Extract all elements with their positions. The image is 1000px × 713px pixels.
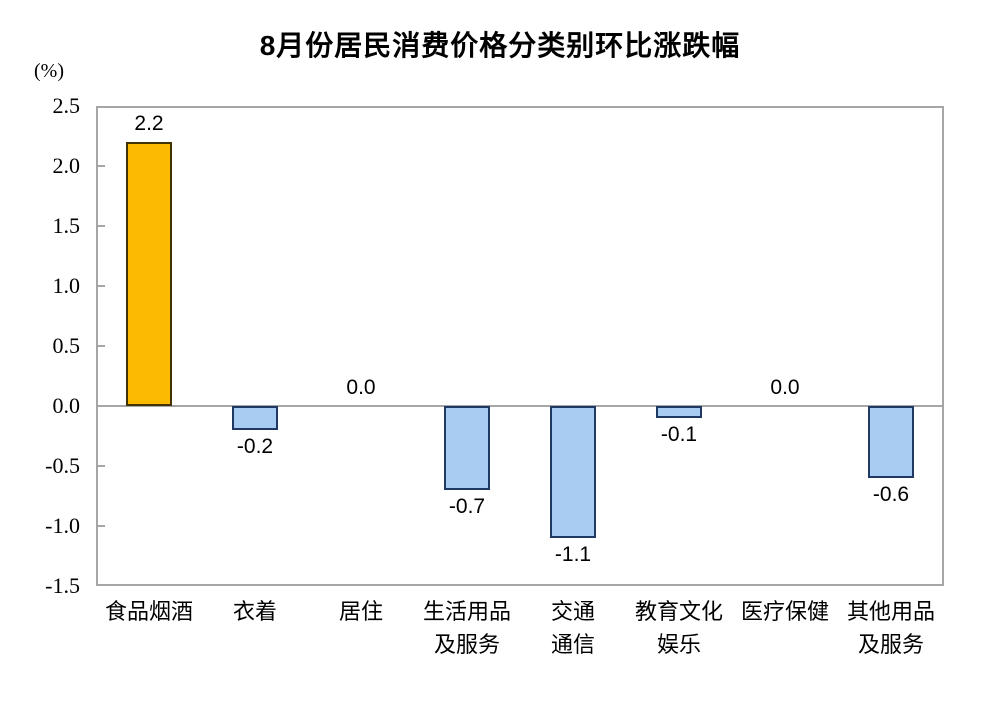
chart-title: 8月份居民消费价格分类别环比涨跌幅	[259, 30, 741, 61]
bar-negative	[868, 406, 914, 478]
x-axis-category-label: 医疗保健	[740, 599, 829, 624]
y-axis-tick-mark	[96, 525, 105, 527]
bar-negative	[550, 406, 596, 538]
bar-value-label: -0.2	[236, 435, 274, 458]
x-axis-category-label: 食品烟酒	[104, 599, 193, 624]
y-axis-tick-label: 2.0	[52, 153, 81, 178]
bar-value-label: -0.6	[872, 483, 910, 506]
x-axis-category-label: 生活用品 及服务	[422, 599, 511, 657]
bar-value-label: -0.7	[448, 495, 486, 518]
bar-value-label: 2.2	[134, 112, 164, 135]
zero-baseline	[96, 405, 944, 407]
y-axis-tick-label: 0.5	[52, 333, 81, 358]
bar-value-label: -0.1	[660, 423, 698, 446]
plot-area	[96, 106, 944, 586]
y-axis-unit-label: (%)	[34, 60, 64, 82]
y-axis-tick-label: -1.0	[45, 513, 80, 538]
x-axis-category-label: 其他用品 及服务	[846, 599, 935, 657]
bar-negative	[232, 406, 278, 430]
y-axis-tick-mark	[96, 225, 105, 227]
y-axis-tick-mark	[96, 465, 105, 467]
bar-value-label: 0.0	[770, 376, 800, 399]
y-axis-tick-label: 1.0	[52, 273, 81, 298]
y-axis-tick-label: -0.5	[45, 453, 80, 478]
y-axis-tick-label: 2.5	[52, 93, 81, 118]
y-axis-tick-label: 1.5	[52, 213, 81, 238]
bar-positive	[126, 142, 172, 406]
bar-negative	[444, 406, 490, 490]
x-axis-category-label: 交通 通信	[550, 599, 595, 657]
x-axis-category-label: 居住	[338, 599, 383, 624]
bar-value-label: -1.1	[554, 543, 592, 566]
y-axis-tick-label: -1.5	[45, 573, 80, 598]
y-axis-tick-label: 0.0	[52, 393, 81, 418]
y-axis-tick-mark	[96, 285, 105, 287]
x-axis-category-label: 衣着	[232, 599, 277, 624]
bar-negative	[656, 406, 702, 418]
bar-value-label: 0.0	[346, 376, 376, 399]
y-axis-tick-mark	[96, 345, 105, 347]
y-axis-tick-mark	[96, 165, 105, 167]
x-axis-category-label: 教育文化 娱乐	[634, 599, 723, 657]
